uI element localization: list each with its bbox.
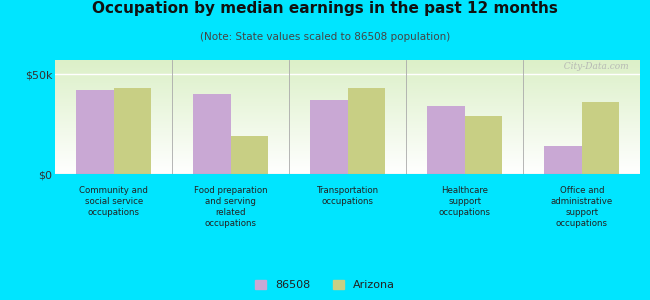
Text: Community and
social service
occupations: Community and social service occupations — [79, 186, 148, 217]
Legend: 86508, Arizona: 86508, Arizona — [251, 275, 399, 294]
Text: (Note: State values scaled to 86508 population): (Note: State values scaled to 86508 popu… — [200, 32, 450, 41]
Text: Transportation
occupations: Transportation occupations — [317, 186, 379, 206]
Bar — [231, 136, 268, 174]
Bar — [427, 106, 465, 174]
Bar — [114, 88, 151, 174]
Text: Healthcare
support
occupations: Healthcare support occupations — [439, 186, 491, 217]
Text: Office and
administrative
support
occupations: Office and administrative support occupa… — [551, 186, 613, 228]
Bar — [193, 94, 231, 174]
Bar — [348, 88, 385, 174]
Text: Food preparation
and serving
related
occupations: Food preparation and serving related occ… — [194, 186, 268, 228]
Bar — [310, 100, 348, 174]
Text: Occupation by median earnings in the past 12 months: Occupation by median earnings in the pas… — [92, 2, 558, 16]
Text: City-Data.com: City-Data.com — [558, 62, 629, 71]
Bar — [544, 146, 582, 174]
Bar — [582, 102, 619, 174]
Bar — [76, 90, 114, 174]
Bar — [465, 116, 502, 174]
